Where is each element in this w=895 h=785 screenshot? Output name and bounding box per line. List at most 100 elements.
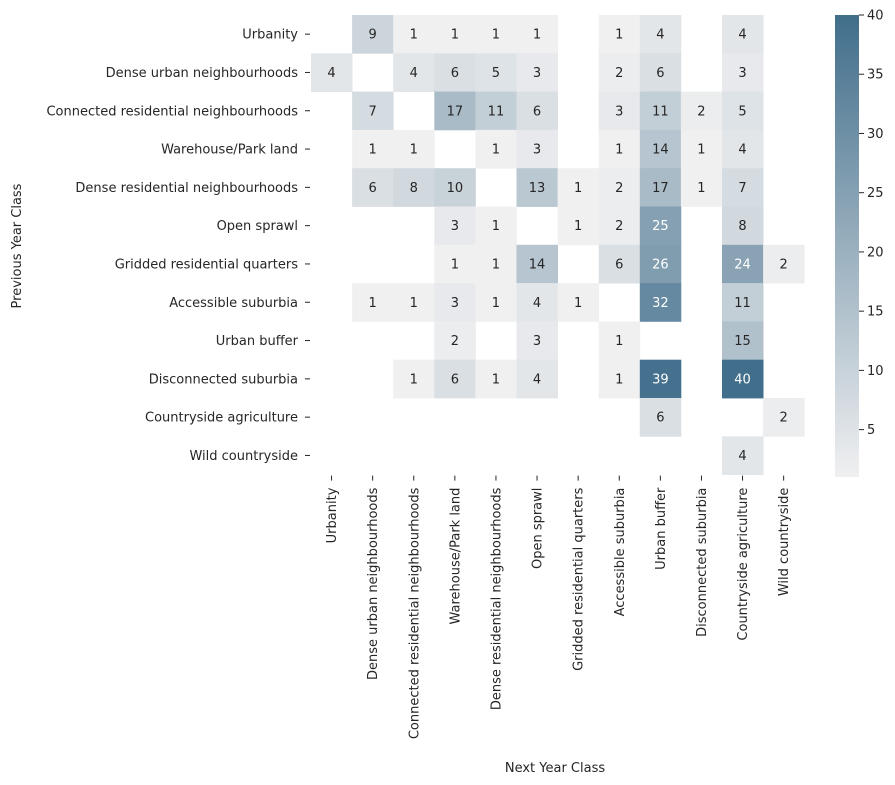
heatmap-cell [639,244,682,284]
x-tick-label: Wild countryside [777,488,792,597]
cell-value-label: 3 [738,66,746,81]
x-tick-label: Gridded residential quarters [572,487,587,671]
heatmap-cell [516,244,558,284]
y-tick-label: Gridded residential quarters [115,257,299,272]
heatmap-cell [722,321,764,361]
heatmap-cell [393,283,435,322]
y-tick-label: Dense urban neighbourhoods [106,66,299,81]
heatmap-cell [639,91,682,131]
colorbar-tick-label: 30 [867,127,884,142]
y-axis-label: Previous Year Class [10,183,25,308]
heatmap-cell [475,91,517,131]
heatmap-cell [557,206,600,246]
cell-value-label: 8 [410,181,418,196]
heatmap-cell [516,359,558,399]
cell-value-label: 4 [656,28,664,43]
cell-value-label: 6 [451,66,459,81]
heatmap-cell [639,359,682,399]
cell-value-label: 1 [574,296,582,311]
heatmap-cell [352,15,394,54]
cell-value-label: 2 [615,181,623,196]
cell-value-label: 6 [533,104,541,119]
heatmap-cell [393,129,435,169]
cell-value-label: 10 [447,181,464,196]
cell-value-label: 4 [327,66,335,81]
heatmap-cell [393,168,435,207]
heatmap-cell [352,168,394,207]
cell-value-label: 5 [492,66,500,81]
heatmap-cell [639,129,682,169]
cell-value-label: 6 [615,257,623,272]
heatmap-cell [434,359,476,399]
heatmap-cell [516,91,558,131]
heatmap-cell [639,283,682,322]
heatmap-cell [393,53,435,92]
heatmap-cell [516,321,558,361]
heatmap-cell [352,283,394,322]
colorbar-tick-label: 5 [867,423,875,438]
colorbar-tick-label: 10 [867,364,884,379]
heatmap-cell [475,244,517,284]
heatmap-cell [393,359,435,399]
heatmap-cell [722,15,764,54]
cell-value-label: 9 [369,28,377,43]
heatmap-cell [680,91,723,131]
cell-value-label: 4 [533,296,541,311]
cell-value-label: 17 [652,181,669,196]
cell-value-label: 1 [369,143,377,158]
heatmap-cell [598,244,641,284]
heatmap-cell [475,53,517,92]
cell-value-label: 3 [533,334,541,349]
cell-value-label: 6 [656,411,664,426]
cell-value-label: 1 [410,296,418,311]
cell-value-label: 1 [451,28,459,43]
cell-value-label: 1 [615,28,623,43]
cell-value-label: 1 [492,143,500,158]
cell-value-label: 3 [451,219,459,234]
heatmap-cell [434,206,476,246]
cell-value-label: 5 [738,104,746,119]
cell-value-label: 40 [734,372,751,387]
y-tick-label: Connected residential neighbourhoods [46,104,298,119]
heatmap-cell [598,53,641,92]
cell-value-label: 6 [451,372,459,387]
heatmap-cell [680,129,723,169]
cell-value-label: 1 [451,257,459,272]
cell-value-label: 1 [615,372,623,387]
heatmap-cell [352,129,394,169]
x-tick-label: Warehouse/Park land [448,488,463,625]
heatmap-cells: 9 1 1 1 1 1 4 44 4 6 5 3 2 6 37 17 11 6 3 11 2 51 1 1 3 1 14 1 46 8 10… [311,15,805,475]
cell-value-label: 4 [738,449,746,464]
cell-value-label: 14 [529,257,546,272]
cell-value-label: 17 [447,104,464,119]
cell-value-label: 24 [734,257,751,272]
heatmap-cell [434,244,476,284]
heatmap-cell [475,283,517,322]
heatmap-cell [475,15,517,54]
x-tick-label: Urbanity [325,487,340,543]
cell-value-label: 2 [615,219,623,234]
cell-value-label: 32 [652,296,669,311]
heatmap-cell [639,398,682,437]
cell-value-label: 3 [533,143,541,158]
heatmap-cell [639,53,682,92]
y-tick-label: Dense residential neighbourhoods [75,181,298,196]
cell-value-label: 25 [652,219,669,234]
cell-value-label: 1 [410,143,418,158]
y-tick-label: Warehouse/Park land [161,143,298,158]
y-tick-label: Urbanity [242,28,298,43]
cell-value-label: 1 [533,28,541,43]
heatmap-cell [352,91,394,131]
heatmap-cell [598,15,641,54]
heatmap-cell [557,283,600,322]
y-tick-label: Wild countryside [189,449,298,464]
cell-value-label: 3 [533,66,541,81]
heatmap-cell [516,15,558,54]
heatmap-cell [763,398,805,437]
cell-value-label: 39 [652,372,669,387]
heatmap-cell [516,283,558,322]
cell-value-label: 4 [738,28,746,43]
x-tick-label: Connected residential neighbourhoods [407,487,422,739]
cell-value-label: 1 [492,28,500,43]
